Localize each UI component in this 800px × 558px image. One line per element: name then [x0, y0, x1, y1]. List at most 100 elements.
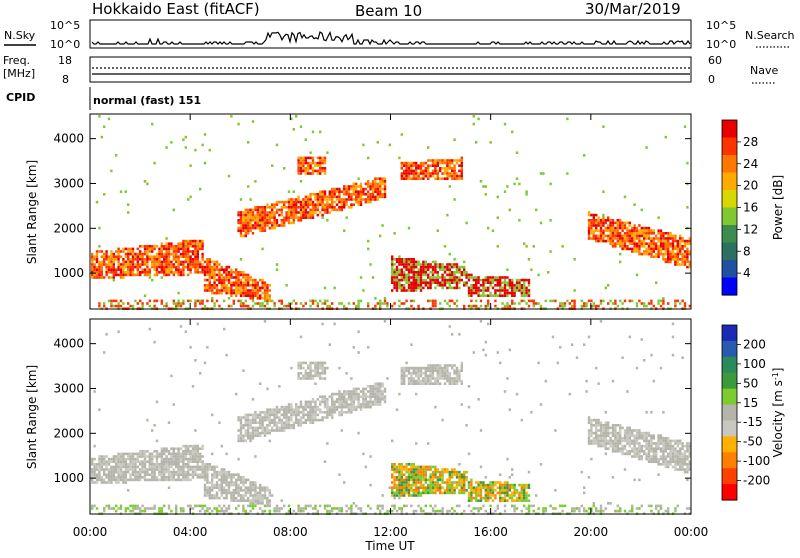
- echo-cell: [252, 398, 254, 401]
- echo-cell: [302, 198, 304, 201]
- echo-cell: [333, 323, 335, 326]
- echo-cell: [300, 209, 302, 212]
- echo-cell: [657, 302, 659, 305]
- echo-cell: [177, 455, 179, 458]
- echo-cell: [314, 375, 316, 378]
- echo-cell: [127, 471, 129, 474]
- echo-cell: [444, 377, 446, 380]
- echo-cell: [600, 302, 602, 305]
- echo-cell: [662, 242, 664, 245]
- echo-cell: [427, 167, 429, 170]
- echo-cell: [213, 261, 215, 264]
- echo-cell: [218, 292, 220, 295]
- echo-cell: [333, 403, 335, 406]
- echo-cell: [381, 196, 383, 199]
- echo-cell: [638, 245, 640, 248]
- echo-cell: [240, 232, 242, 235]
- echo-cell: [305, 406, 307, 409]
- echo-cell: [187, 479, 189, 482]
- echo-cell: [662, 297, 664, 300]
- echo-cell: [420, 162, 422, 165]
- echo-cell: [470, 499, 472, 502]
- echo-cell: [312, 203, 314, 206]
- echo-cell: [324, 507, 326, 510]
- echo-cell: [391, 255, 393, 258]
- echo-cell: [662, 302, 664, 305]
- echo-cell: [415, 284, 417, 287]
- echo-cell: [641, 245, 643, 248]
- echo-cell: [398, 157, 400, 160]
- echo-cell: [276, 203, 278, 206]
- echo-cell: [485, 287, 487, 290]
- echo-cell: [405, 481, 407, 484]
- echo-cell: [441, 284, 443, 287]
- echo-cell: [482, 279, 484, 282]
- echo-cell: [182, 463, 184, 466]
- echo-cell: [429, 364, 431, 367]
- echo-cell: [285, 419, 287, 422]
- echo-cell: [593, 229, 595, 232]
- echo-cell: [206, 507, 208, 510]
- echo-cell: [201, 471, 203, 474]
- echo-cell: [446, 159, 448, 162]
- echo-cell: [379, 302, 381, 305]
- echo-cell: [134, 463, 136, 466]
- echo-cell: [213, 484, 215, 487]
- echo-cell: [413, 492, 415, 495]
- echo-cell: [345, 185, 347, 188]
- echo-cell: [259, 279, 261, 282]
- echo-cell: [245, 219, 247, 222]
- echo-cell: [307, 414, 309, 417]
- echo-cell: [225, 289, 227, 292]
- echo-cell: [492, 279, 494, 282]
- echo-cell: [343, 481, 345, 484]
- echo-cell: [410, 258, 412, 261]
- echo-cell: [405, 466, 407, 469]
- echo-cell: [221, 274, 223, 277]
- echo-cell: [173, 255, 175, 258]
- echo-cell: [338, 510, 340, 513]
- echo-cell: [233, 481, 235, 484]
- echo-cell: [345, 193, 347, 196]
- echo-cell: [127, 248, 129, 251]
- echo-cell: [261, 427, 263, 430]
- echo-cell: [177, 255, 179, 258]
- echo-cell: [621, 229, 623, 232]
- echo-cell: [427, 284, 429, 287]
- echo-cell: [105, 460, 107, 463]
- echo-cell: [444, 268, 446, 271]
- echo-cell: [129, 453, 131, 456]
- echo-cell: [393, 494, 395, 497]
- echo-cell: [223, 492, 225, 495]
- echo-cell: [266, 300, 268, 303]
- echo-cell: [463, 484, 465, 487]
- echo-cell: [408, 261, 410, 264]
- echo-cell: [374, 395, 376, 398]
- echo-cell: [521, 289, 523, 292]
- echo-cell: [333, 401, 335, 404]
- echo-cell: [177, 447, 179, 450]
- echo-cell: [461, 403, 463, 406]
- echo-cell: [211, 266, 213, 269]
- echo-cell: [401, 172, 403, 175]
- echo-cell: [305, 302, 307, 305]
- echo-cell: [115, 481, 117, 484]
- echo-cell: [429, 164, 431, 167]
- echo-cell: [410, 367, 412, 370]
- echo-cell: [643, 227, 645, 230]
- echo-cell: [617, 224, 619, 227]
- echo-cell: [293, 510, 295, 513]
- echo-cell: [201, 466, 203, 469]
- echo-cell: [367, 185, 369, 188]
- echo-cell: [497, 216, 499, 219]
- echo-cell: [348, 408, 350, 411]
- echo-cell: [125, 458, 127, 461]
- echo-cell: [669, 253, 671, 256]
- echo-cell: [425, 473, 427, 476]
- echo-cell: [365, 393, 367, 396]
- echo-cell: [360, 193, 362, 196]
- echo-cell: [242, 484, 244, 487]
- echo-cell: [269, 419, 271, 422]
- echo-cell: [129, 463, 131, 466]
